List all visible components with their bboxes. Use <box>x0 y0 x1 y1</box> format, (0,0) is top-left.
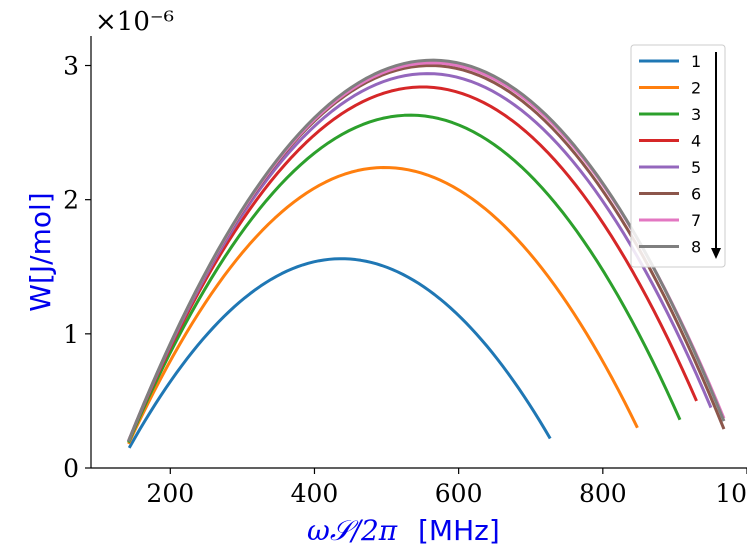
legend-frame <box>630 44 726 268</box>
x-tick-label: 800 <box>579 479 627 508</box>
y-ticks: 0 1 2 3 <box>63 52 91 483</box>
series-line-4 <box>127 85 698 442</box>
y-tick-label: 2 <box>63 186 79 215</box>
legend-arrow-head <box>711 248 721 259</box>
x-axis-label: ω𝒮/2π [MHz] <box>307 514 500 547</box>
legend-label-5: 5 <box>691 158 701 177</box>
x-tick-label: 600 <box>435 479 483 508</box>
x-tick-label: 200 <box>146 479 194 508</box>
legend-label-4: 4 <box>691 132 701 151</box>
axes <box>90 36 747 469</box>
series-line-3 <box>127 113 682 444</box>
y-tick-label: 0 <box>63 454 79 483</box>
x-tick-label: 1000 <box>715 479 747 508</box>
legend-label-6: 6 <box>691 185 701 204</box>
legend-label-7: 7 <box>691 211 701 230</box>
y-tick-label: 3 <box>63 52 79 81</box>
series-line-8 <box>127 58 726 442</box>
legend: 1 2 3 4 5 6 7 8 <box>630 44 726 268</box>
y-axis-label: W[J/mol] <box>24 192 57 311</box>
x-tick-label: 400 <box>291 479 339 508</box>
legend-label-8: 8 <box>691 238 701 257</box>
series-line-1 <box>127 257 552 449</box>
y-exponent-label: ×10⁻⁶ <box>95 7 174 37</box>
x-axis-label-math: ω𝒮/2π <box>307 514 398 547</box>
legend-label-2: 2 <box>691 79 701 98</box>
legend-label-3: 3 <box>691 105 701 124</box>
x-axis-label-unit: [MHz] <box>418 514 500 547</box>
legend-label-1: 1 <box>691 52 701 71</box>
series-group <box>127 58 726 449</box>
x-ticks: 200 400 600 800 1000 <box>146 468 747 508</box>
series-line-2 <box>127 165 639 445</box>
y-tick-label: 1 <box>63 320 79 349</box>
